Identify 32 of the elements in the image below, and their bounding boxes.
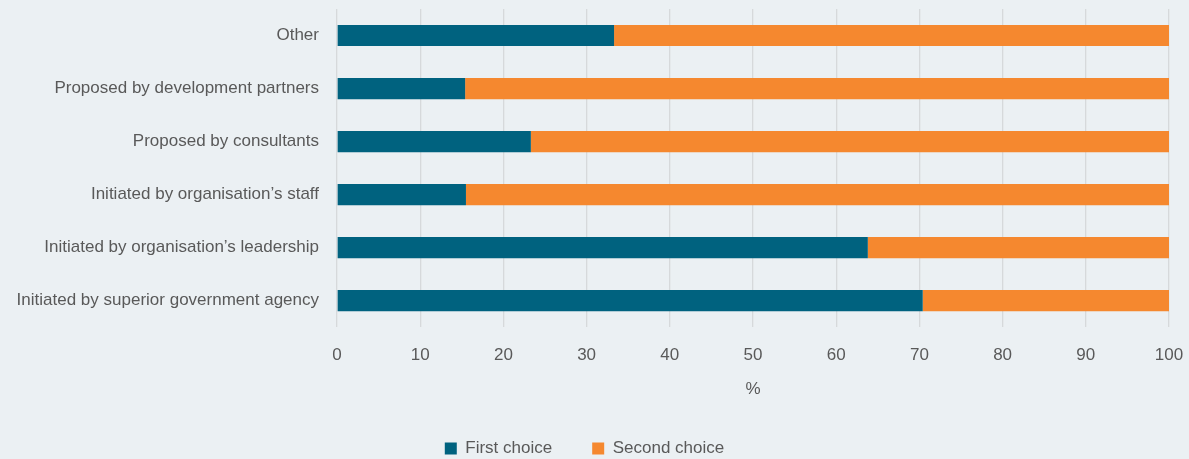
x-tick-label: 20 (493, 345, 513, 365)
x-tick-label: 60 (826, 345, 846, 365)
bar (337, 237, 868, 259)
x-tick-label: 100 (1154, 345, 1184, 365)
bar (337, 184, 466, 206)
bar (867, 237, 1169, 259)
legend-label: Second choice (612, 438, 725, 458)
bar (337, 290, 923, 312)
y-tick-label: Initiated by organisation’s leadership (44, 237, 319, 257)
x-tick-label: 80 (993, 345, 1013, 365)
y-tick-label: Proposed by development partners (54, 78, 319, 98)
bar (337, 24, 615, 47)
x-tick-label: 30 (577, 345, 597, 365)
bar (465, 184, 1169, 206)
legend-label: First choice (465, 438, 553, 458)
y-tick-label: Initiated by organisation’s staff (90, 184, 320, 204)
y-tick-label: Other (276, 25, 320, 45)
x-tick-label: 90 (1076, 345, 1096, 365)
x-tick-label: 10 (410, 345, 430, 365)
x-tick-label: 0 (332, 345, 342, 365)
bar (922, 290, 1169, 312)
x-tick-label: 40 (660, 345, 680, 365)
bar (465, 77, 1169, 100)
bar (337, 130, 531, 153)
bar (337, 77, 466, 100)
x-tick-label: 50 (743, 345, 763, 365)
x-tick-label: 70 (909, 345, 929, 365)
y-tick-label: Proposed by consultants (132, 131, 319, 151)
y-tick-label: Initiated by superior government agency (16, 290, 320, 310)
bar (614, 24, 1169, 47)
bar (530, 130, 1169, 153)
x-axis-title: % (745, 379, 761, 399)
